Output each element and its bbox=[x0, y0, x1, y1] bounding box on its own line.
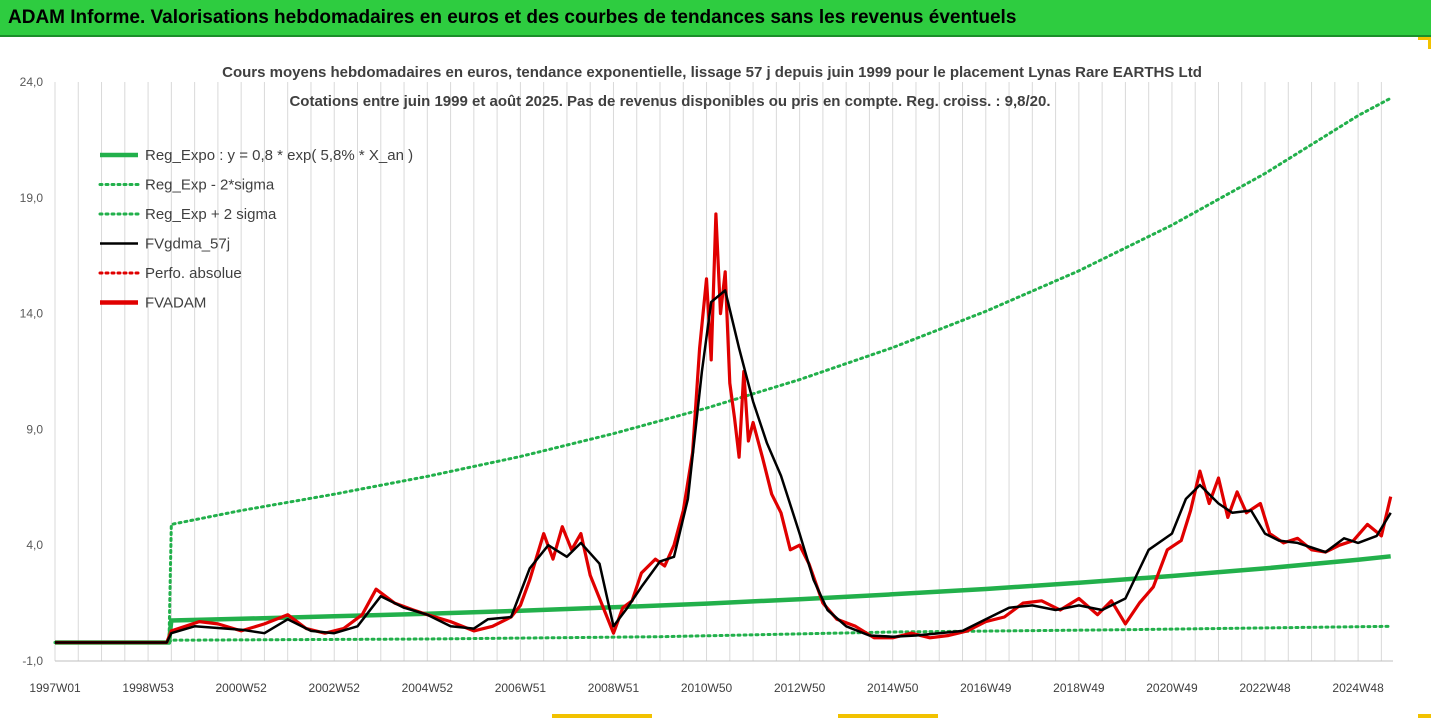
y-tick-label: 19,0 bbox=[20, 191, 44, 205]
series-line-6 bbox=[55, 212, 1393, 645]
y-tick-label: 9,0 bbox=[26, 422, 43, 436]
series-line-2 bbox=[53, 624, 1393, 644]
banner-title: ADAM Informe. Valorisations hebdomadaire… bbox=[8, 7, 1017, 28]
chart-subtitle: Cotations entre juin 1999 et août 2025. … bbox=[289, 93, 1050, 110]
x-tick-label: 1997W01 bbox=[29, 681, 81, 695]
legend-label: FVgdma_57j bbox=[145, 236, 230, 253]
x-tick-label: 2000W52 bbox=[215, 681, 267, 695]
y-tick-label: 4,0 bbox=[26, 538, 43, 552]
corner-marker bbox=[1418, 714, 1431, 718]
series-line-4 bbox=[55, 289, 1392, 644]
legend-label: Reg_Expo : y = 0,8 * exp( 5,8% * X_an ) bbox=[145, 147, 413, 164]
x-tick-label: 1998W53 bbox=[122, 681, 174, 695]
legend-label: Reg_Exp + 2 sigma bbox=[145, 206, 277, 223]
title-banner: ADAM Informe. Valorisations hebdomadaire… bbox=[0, 0, 1431, 37]
x-tick-label: 2006W51 bbox=[495, 681, 547, 695]
legend-label: Reg_Exp - 2*sigma bbox=[145, 177, 275, 194]
corner-marker bbox=[1428, 37, 1431, 49]
series-line-3 bbox=[53, 96, 1393, 644]
x-tick-label: 2014W50 bbox=[867, 681, 919, 695]
legend-label: Perfo. absolue bbox=[145, 265, 242, 282]
x-tick-label: 2018W49 bbox=[1053, 681, 1105, 695]
corner-marker bbox=[838, 714, 938, 718]
legend-label: FVADAM bbox=[145, 295, 206, 312]
chart-title: Cours moyens hebdomadaires en euros, ten… bbox=[222, 64, 1202, 81]
x-tick-label: 2016W49 bbox=[960, 681, 1012, 695]
series-line-1 bbox=[55, 554, 1391, 645]
corner-marker bbox=[552, 714, 652, 718]
y-tick-label: -1,0 bbox=[22, 654, 43, 668]
x-tick-label: 2004W52 bbox=[402, 681, 454, 695]
x-tick-label: 2008W51 bbox=[588, 681, 640, 695]
corner-marker bbox=[1418, 37, 1431, 40]
y-tick-label: 24,0 bbox=[20, 75, 44, 89]
line-chart: 24,0 19,0 14,0 9,0 4,0 -1,0 1997W01 1998W53 2000… bbox=[20, 64, 1393, 695]
chart-area: 24,0 19,0 14,0 9,0 4,0 -1,0 1997W01 1998W53 2000… bbox=[0, 37, 1431, 718]
x-tick-label: 2002W52 bbox=[309, 681, 361, 695]
y-tick-label: 14,0 bbox=[20, 307, 44, 321]
x-tick-label: 2024W48 bbox=[1332, 681, 1384, 695]
x-tick-label: 2010W50 bbox=[681, 681, 733, 695]
x-tick-label: 2022W48 bbox=[1239, 681, 1291, 695]
x-tick-label: 2020W49 bbox=[1146, 681, 1198, 695]
x-tick-label: 2012W50 bbox=[774, 681, 826, 695]
